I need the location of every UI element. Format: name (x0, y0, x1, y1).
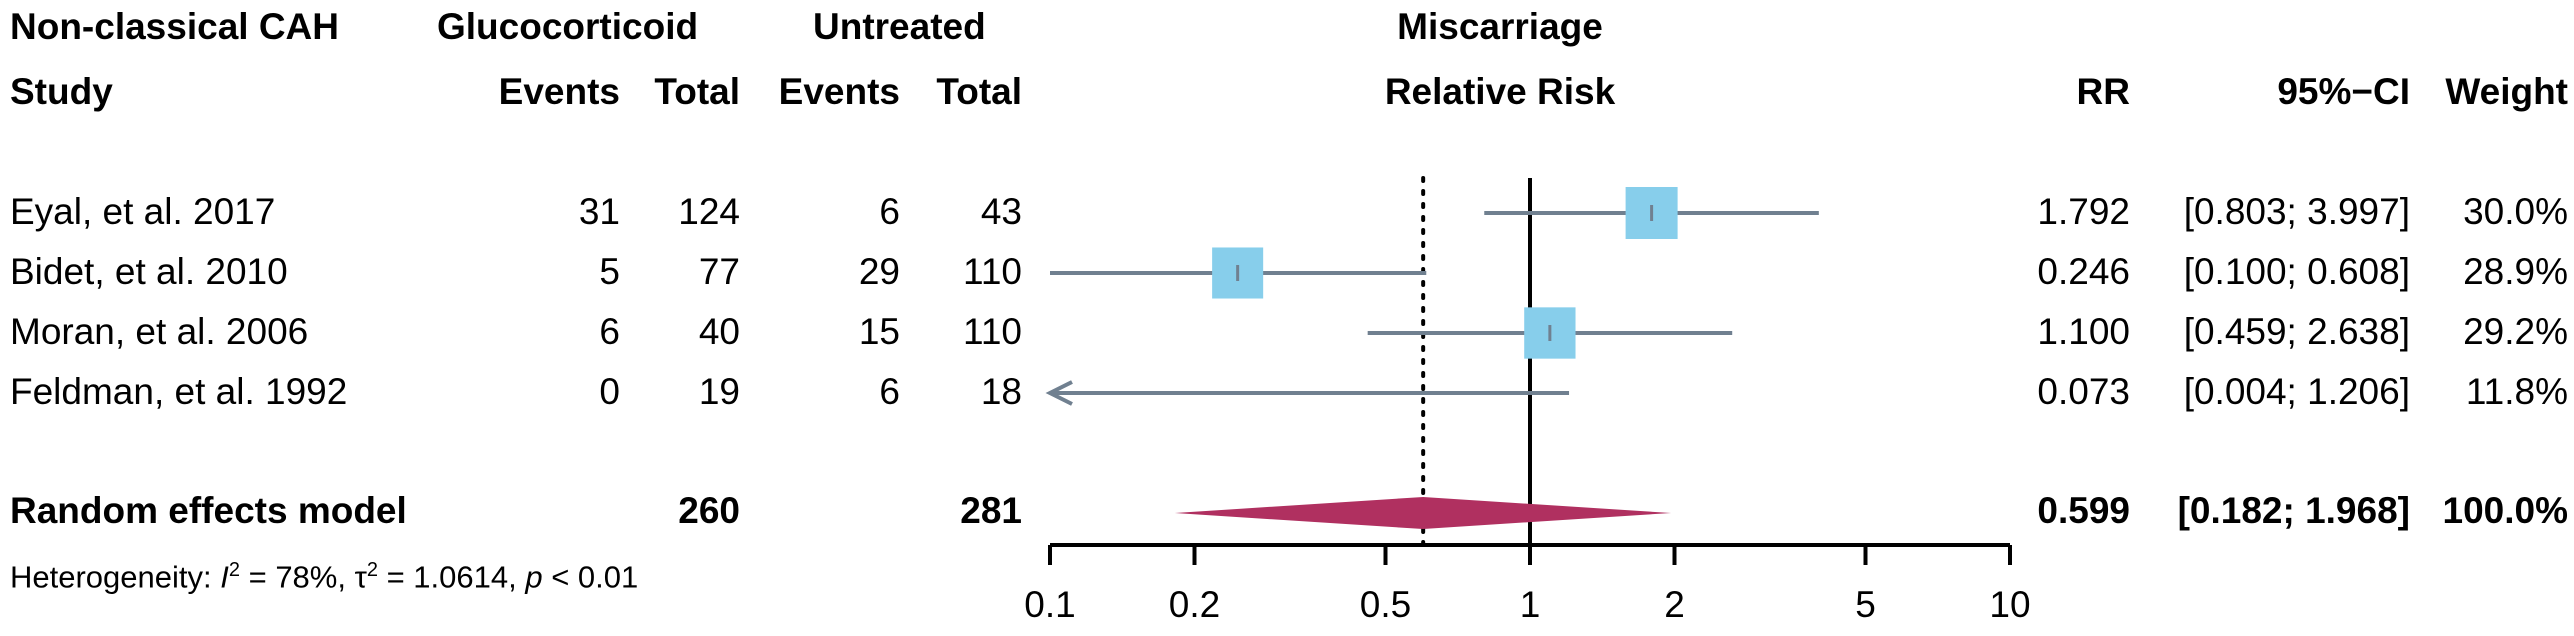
pooled-ci-value: [0.182; 1.968] (2177, 490, 2410, 531)
rr-value: 0.246 (2037, 251, 2130, 292)
study-column-header: Study (10, 71, 113, 112)
x-axis-tick-label: 10 (1989, 584, 2030, 625)
heterogeneity-prefix: Heterogeneity: (10, 559, 221, 595)
study-name: Moran, et al. 2006 (10, 311, 309, 352)
x-axis-tick-label: 0.5 (1360, 584, 1411, 625)
rr-column-header: RR (2076, 71, 2130, 112)
treatment-events-header: Events (498, 71, 620, 112)
weight-value: 11.8% (2465, 371, 2568, 412)
treatment-total: 124 (678, 191, 740, 232)
control-label: Untreated (813, 6, 986, 47)
control-events: 15 (858, 311, 900, 352)
heterogeneity-text: Heterogeneity: I2 = 78%, τ2 = 1.0614, p … (10, 560, 638, 592)
pooled-weight-value: 100.0% (2442, 490, 2569, 531)
control-events: 6 (879, 191, 900, 232)
control-total: 18 (980, 371, 1022, 412)
x-axis-tick-label: 1 (1520, 584, 1541, 625)
ci-value: [0.100; 0.608] (2183, 251, 2410, 292)
weight-column-header: Weight (2445, 71, 2568, 112)
weight-value: 30.0% (2463, 191, 2568, 232)
p-value: < 0.01 (542, 559, 639, 595)
study-name: Eyal, et al. 2017 (10, 191, 276, 232)
ci-arrow-left (1045, 380, 1073, 406)
treatment-total: 40 (698, 311, 740, 352)
x-axis-tick-label: 0.2 (1169, 584, 1220, 625)
x-axis-tick-label: 2 (1664, 584, 1685, 625)
treatment-total-header: Total (654, 71, 740, 112)
treatment-events: 6 (599, 311, 620, 352)
treatment-events: 31 (578, 191, 620, 232)
pooled-diamond (1174, 497, 1672, 529)
x-axis-tick-label: 0.1 (1024, 584, 1075, 625)
study-name: Bidet, et al. 2010 (10, 251, 288, 292)
study-name: Feldman, et al. 1992 (10, 371, 348, 412)
tau-symbol: τ (354, 559, 367, 595)
weight-value: 28.9% (2463, 251, 2568, 292)
tau-squared-value: = 1.0614, (377, 559, 526, 595)
treatment-label: Glucocorticoid (437, 6, 699, 47)
ci-value: [0.004; 1.206] (2183, 371, 2410, 412)
p-symbol: p (525, 559, 543, 595)
weight-value: 29.2% (2463, 311, 2568, 352)
pooled-label: Random effects model (10, 490, 407, 531)
control-events: 6 (879, 371, 900, 412)
pooled-treatment-total: 260 (678, 490, 740, 531)
treatment-events: 0 (599, 371, 620, 412)
i-squared-value: = 78%, (239, 559, 355, 595)
measure-label: Relative Risk (1384, 71, 1616, 112)
control-events-header: Events (778, 71, 900, 112)
ci-value: [0.803; 3.997] (2183, 191, 2410, 232)
i-squared-exponent: 2 (228, 559, 240, 581)
control-total: 43 (980, 191, 1022, 232)
pooled-rr-value: 0.599 (2037, 490, 2130, 531)
x-axis-tick-label: 5 (1855, 584, 1876, 625)
rr-value: 1.792 (2037, 191, 2130, 232)
ci-column-header: 95%−CI (2277, 71, 2410, 112)
treatment-events: 5 (599, 251, 620, 292)
group-label: Non-classical CAH (10, 6, 339, 47)
control-total-header: Total (936, 71, 1022, 112)
treatment-total: 19 (698, 371, 740, 412)
i-squared-symbol: I (220, 559, 229, 595)
treatment-total: 77 (698, 251, 740, 292)
outcome-title: Miscarriage (1397, 6, 1603, 47)
pooled-control-total: 281 (960, 490, 1022, 531)
tau-exponent: 2 (366, 559, 378, 581)
rr-value: 0.073 (2037, 371, 2130, 412)
control-total: 110 (963, 311, 1022, 352)
control-events: 29 (858, 251, 900, 292)
control-total: 110 (963, 251, 1022, 292)
rr-value: 1.100 (2037, 311, 2130, 352)
ci-value: [0.459; 2.638] (2183, 311, 2410, 352)
